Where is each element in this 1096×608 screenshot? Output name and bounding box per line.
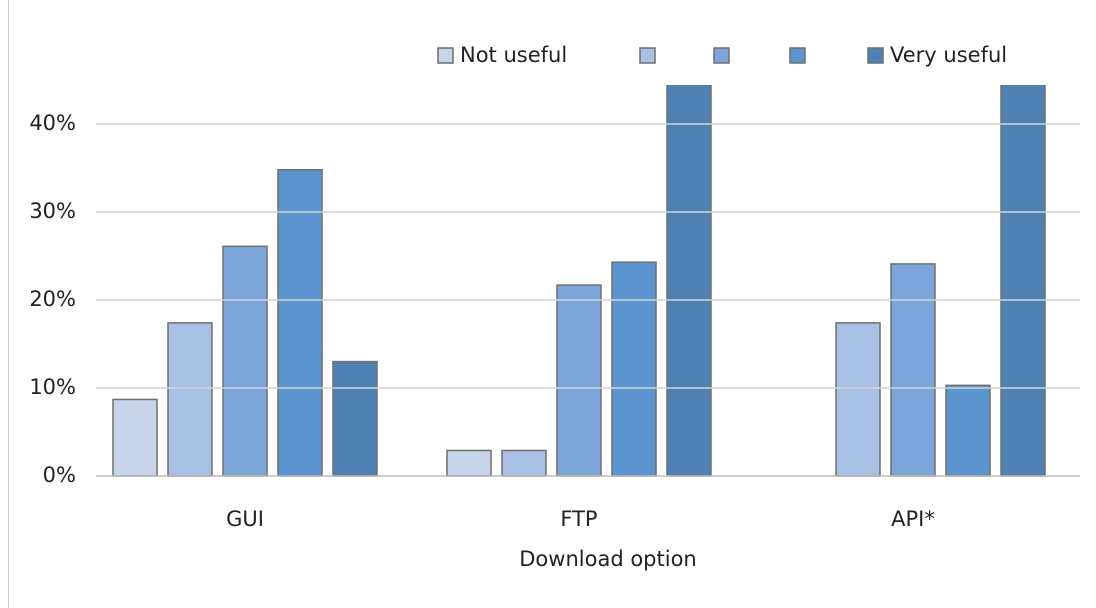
y-tick-label: 30% — [29, 199, 76, 223]
bar — [666, 85, 712, 477]
bar — [945, 384, 991, 477]
y-tick-label: 10% — [29, 375, 76, 399]
bar — [112, 398, 158, 477]
bar — [167, 322, 213, 477]
bar — [890, 263, 936, 477]
bar — [1000, 85, 1046, 477]
bar — [611, 261, 657, 477]
legend-swatch — [437, 47, 454, 64]
bar — [556, 284, 602, 477]
bar — [332, 360, 378, 477]
y-tick-label: 40% — [29, 111, 76, 135]
legend-label: Very useful — [890, 43, 1007, 67]
legend-label: Not useful — [460, 43, 567, 67]
y-tick-label: 0% — [43, 463, 76, 487]
x-axis-title: Download option — [519, 547, 696, 571]
legend-swatch — [867, 47, 884, 64]
bar — [501, 449, 547, 477]
x-tick-label: API* — [891, 507, 935, 531]
legend-swatch — [789, 47, 806, 64]
x-tick-label: FTP — [560, 507, 597, 531]
bar — [835, 322, 881, 477]
bar — [446, 449, 492, 477]
plot-area — [112, 85, 1046, 477]
bar — [277, 169, 323, 477]
legend-swatch — [639, 47, 656, 64]
y-tick-label: 20% — [29, 287, 76, 311]
legend-swatch — [713, 47, 730, 64]
bar — [222, 245, 268, 477]
x-tick-label: GUI — [226, 507, 264, 531]
